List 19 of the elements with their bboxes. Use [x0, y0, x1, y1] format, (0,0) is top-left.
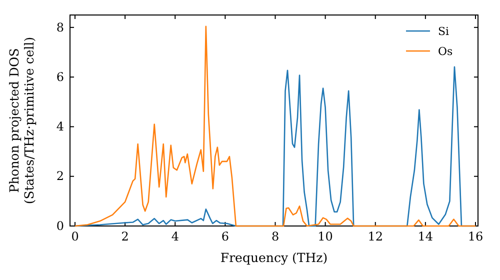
- legend-label: Os: [438, 45, 454, 58]
- y-tick-label: 4: [56, 120, 64, 134]
- x-tick-label: 0: [71, 230, 79, 244]
- x-tick-label: 2: [121, 230, 129, 244]
- x-tick-label: 10: [318, 230, 333, 244]
- x-tick-label: 6: [221, 230, 230, 244]
- y-tick-label: 2: [56, 169, 64, 184]
- y-tick-label: 8: [56, 20, 64, 34]
- x-tick-label: 4: [171, 230, 180, 244]
- x-axis-title: Frequency (THz): [220, 250, 328, 265]
- legend-label: Si: [438, 25, 450, 38]
- y-axis-title: Phonon projected DOS (States/THz·primitive cell): [6, 36, 36, 204]
- y-tick-label: 6: [56, 70, 64, 84]
- line-series: [74, 26, 476, 227]
- x-tick-label: 12: [368, 230, 384, 244]
- x-tick-label: 8: [271, 230, 280, 244]
- x-tick-label: 14: [418, 230, 434, 244]
- x-tick-label: 16: [468, 230, 484, 244]
- y-tick-label: 0: [56, 218, 64, 233]
